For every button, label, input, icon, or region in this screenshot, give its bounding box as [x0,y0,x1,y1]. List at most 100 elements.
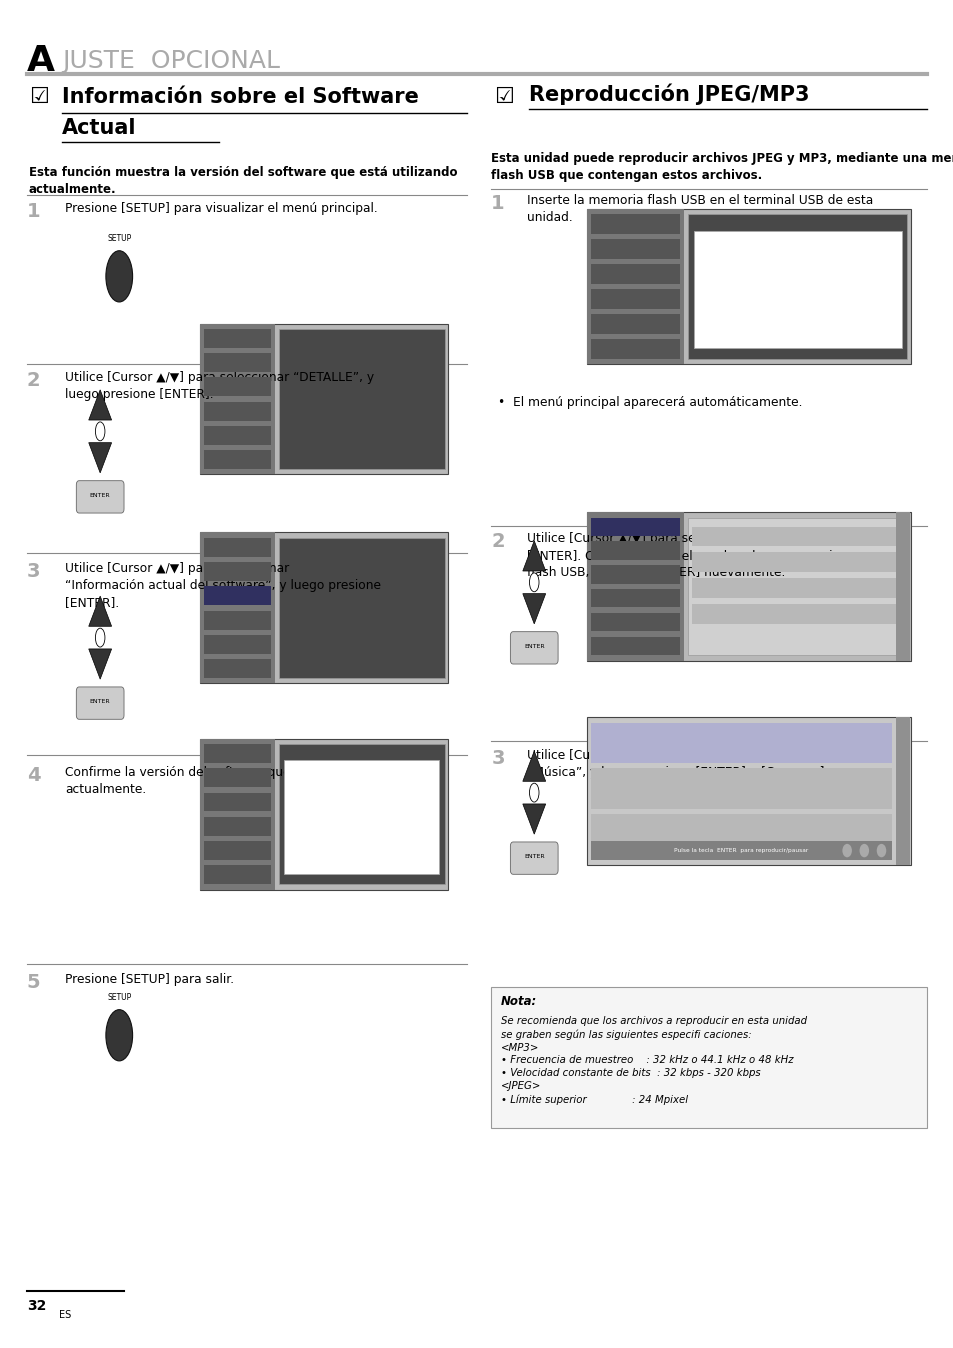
Polygon shape [522,751,545,782]
Polygon shape [89,442,112,473]
Bar [687,214,906,359]
Text: 1: 1 [27,202,40,221]
Polygon shape [522,803,545,834]
Text: ES: ES [59,1310,71,1320]
Text: 1: 1 [491,194,504,213]
Text: 4: 4 [27,766,40,785]
Bar [204,768,271,787]
Bar [691,527,902,546]
Bar [590,636,679,655]
Bar [204,586,271,605]
Text: Nota:: Nota: [500,995,537,1008]
Bar [590,290,679,309]
Text: Actual: Actual [62,119,136,137]
Text: Esta función muestra la versión del software que está utilizando
actualmente.: Esta función muestra la versión del soft… [29,166,456,195]
Bar [204,377,271,396]
Text: 5: 5 [27,973,40,992]
Bar [278,744,444,884]
Bar [200,739,448,890]
Bar [200,739,274,890]
Bar [590,723,891,763]
Bar [590,589,679,608]
Bar [590,340,679,359]
Bar [204,817,271,836]
Text: ☑: ☑ [494,88,514,106]
Bar [200,324,448,474]
Bar [586,512,683,661]
Ellipse shape [95,422,105,441]
Bar [691,578,902,599]
Text: Utilice [Cursor ▲/▼] para seleccionar “Imagen” o
“Música”, y luego presione [ENT: Utilice [Cursor ▲/▼] para seleccionar “I… [526,749,827,779]
Ellipse shape [529,783,538,802]
Bar [590,841,891,860]
Text: SETUP: SETUP [107,993,132,1002]
Polygon shape [89,648,112,679]
Bar [204,611,271,630]
Bar [491,987,926,1128]
Bar [200,532,274,683]
Bar [204,793,271,811]
Text: 32: 32 [27,1299,46,1313]
Text: •  El menú principal aparecerá automáticamente.: • El menú principal aparecerá automática… [497,396,801,410]
Bar [590,542,679,559]
Bar [204,744,271,763]
Bar [204,329,271,348]
Text: ENTER: ENTER [523,644,544,648]
Text: SETUP: SETUP [107,235,132,243]
Text: Presione [SETUP] para salir.: Presione [SETUP] para salir. [65,973,233,987]
Text: ☑: ☑ [29,88,49,106]
Bar [687,518,906,655]
Bar [204,426,271,445]
Text: JUSTE  OPCIONAL: JUSTE OPCIONAL [62,49,280,73]
Text: Reproducción JPEG/MP3: Reproducción JPEG/MP3 [529,84,809,105]
Bar [590,768,891,809]
Ellipse shape [106,251,132,302]
Ellipse shape [529,573,538,592]
Bar [590,240,679,259]
Bar [590,613,679,631]
Bar [586,512,910,661]
Bar [590,314,679,334]
FancyBboxPatch shape [76,687,124,720]
Ellipse shape [106,1010,132,1061]
Ellipse shape [841,844,851,857]
Bar [590,565,679,584]
Bar [204,659,271,678]
FancyBboxPatch shape [76,481,124,514]
Bar [200,324,274,474]
FancyBboxPatch shape [510,842,558,875]
Text: 2: 2 [491,532,504,551]
Bar [204,402,271,421]
Polygon shape [89,390,112,421]
Bar [586,717,910,865]
Text: ENTER: ENTER [90,493,111,497]
Bar [278,538,444,678]
Text: Utilice [Cursor ▲/▼] para seleccionar
“Información actual del software”, y luego: Utilice [Cursor ▲/▼] para seleccionar “I… [65,562,380,609]
Text: ENTER: ENTER [90,700,111,704]
Bar [590,214,679,233]
Bar [590,814,891,855]
Polygon shape [89,596,112,627]
Text: Confirme la versión del software que está utilizando
actualmente.: Confirme la versión del software que est… [65,766,384,795]
Bar [691,553,902,572]
Bar [204,450,271,469]
Bar [200,532,448,683]
Bar [204,562,271,581]
Ellipse shape [95,628,105,647]
Text: 2: 2 [27,371,40,390]
Text: Inserte la memoria flash USB en el terminal USB de esta
unidad.: Inserte la memoria flash USB en el termi… [526,194,872,224]
Bar [204,353,271,372]
Text: Esta unidad puede reproducir archivos JPEG y MP3, mediante una memoria
flash USB: Esta unidad puede reproducir archivos JP… [491,152,953,182]
Bar [691,604,902,624]
Bar [895,717,909,865]
Bar [590,264,679,284]
Text: Información sobre el Software: Información sobre el Software [62,88,418,106]
Bar [204,865,271,884]
Polygon shape [522,593,545,624]
Text: Utilice [Cursor ▲/▼] para seleccionar “DETALLE”, y
luego presione [ENTER].: Utilice [Cursor ▲/▼] para seleccionar “D… [65,371,374,400]
Bar [204,635,271,654]
Text: ENTER: ENTER [523,855,544,859]
Bar [590,518,679,537]
FancyBboxPatch shape [510,632,558,665]
Bar [586,209,683,364]
